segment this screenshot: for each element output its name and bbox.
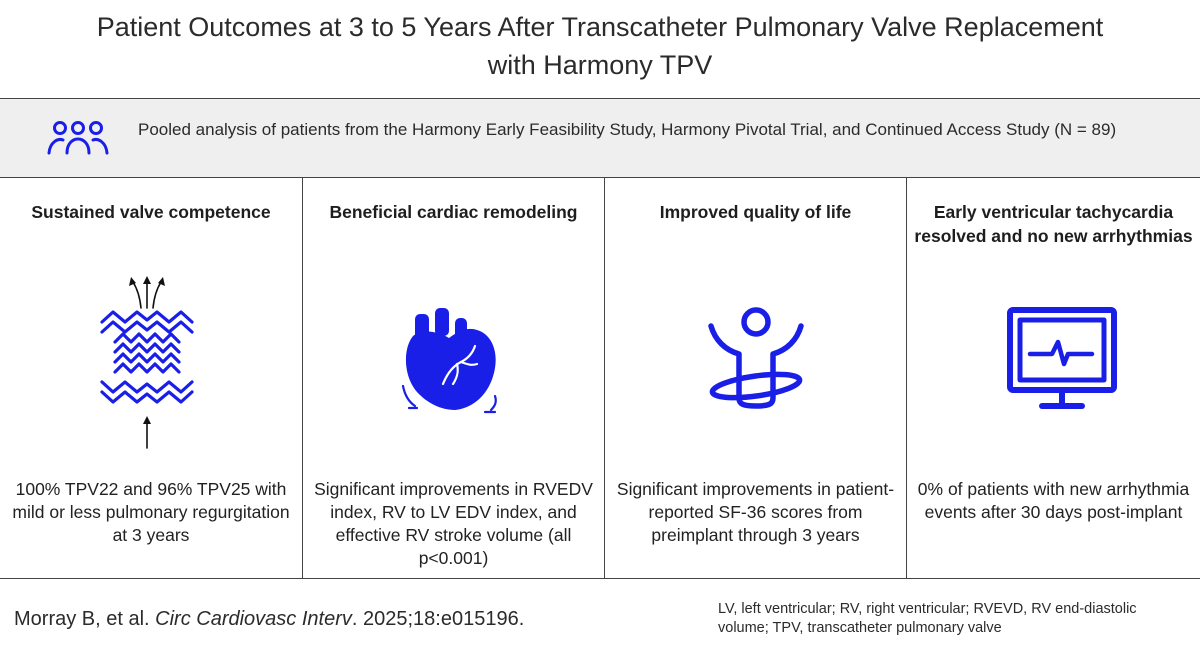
column-heading: Sustained valve competence <box>31 202 271 222</box>
column-description: Significant improvements in patient-repo… <box>616 479 895 545</box>
title-line-1: Patient Outcomes at 3 to 5 Years After T… <box>96 12 1104 42</box>
citation-authors: Morray B, et al. <box>14 608 156 630</box>
column-description: Significant improvements in RVEDV index,… <box>314 479 593 568</box>
column-heading: Beneficial cardiac remodeling <box>329 202 578 222</box>
column-arrhythmias: Early ventricular tachycardia resolved a… <box>906 178 1200 578</box>
column-description: 100% TPV22 and 96% TPV25 with mild or le… <box>12 479 290 545</box>
page-title: Patient Outcomes at 3 to 5 Years After T… <box>0 8 1200 84</box>
citation-journal: Circ Cardiovasc Interv <box>155 608 352 630</box>
banner-text: Pooled analysis of patients from the Har… <box>138 120 1117 139</box>
citation: Morray B, et al. Circ Cardiovasc Interv.… <box>14 608 524 631</box>
footer-divider <box>0 578 1200 579</box>
column-valve-competence: Sustained valve competence <box>0 178 302 578</box>
people-group-icon <box>47 121 109 155</box>
heart-icon <box>401 308 497 414</box>
abbreviations-note: LV, left ventricular; RV, right ventricu… <box>718 601 1137 636</box>
column-cardiac-remodeling: Beneficial cardiac remodeling Significan… <box>302 178 604 578</box>
person-uplifted-icon <box>708 307 804 409</box>
monitor-ecg-icon <box>1007 307 1117 409</box>
title-line-2: with Harmony TPV <box>487 50 713 80</box>
column-description: 0% of patients with new arrhythmia event… <box>917 479 1190 522</box>
outcome-columns: Sustained valve competence <box>0 178 1200 578</box>
column-quality-of-life: Improved quality of life Significant imp… <box>604 178 906 578</box>
citation-details: . 2025;18:e015196. <box>351 608 525 630</box>
study-banner: Pooled analysis of patients from the Har… <box>0 98 1200 178</box>
column-heading: Improved quality of life <box>659 202 852 222</box>
column-heading: Early ventricular tachycardia resolved a… <box>914 202 1193 246</box>
valve-stent-icon <box>100 276 194 449</box>
